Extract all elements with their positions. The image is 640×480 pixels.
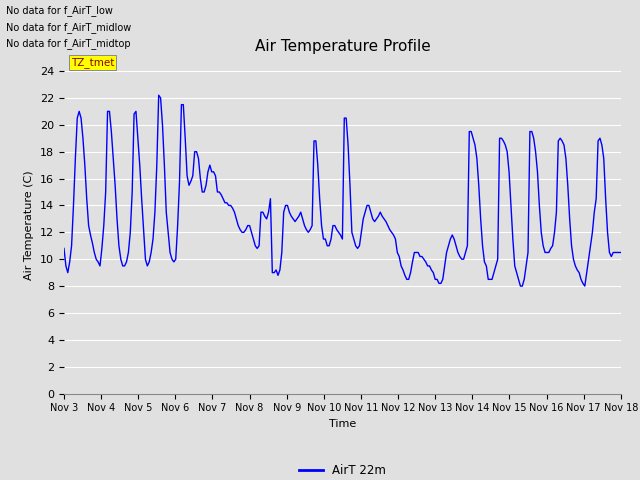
Title: Air Temperature Profile: Air Temperature Profile [255, 39, 430, 54]
Text: TZ_tmet: TZ_tmet [70, 58, 114, 68]
X-axis label: Time: Time [329, 419, 356, 429]
Text: No data for f_AirT_midlow: No data for f_AirT_midlow [6, 22, 132, 33]
Y-axis label: Air Temperature (C): Air Temperature (C) [24, 171, 35, 280]
Legend: AirT 22m: AirT 22m [294, 459, 390, 480]
Text: No data for f_AirT_midtop: No data for f_AirT_midtop [6, 38, 131, 49]
Text: No data for f_AirT_low: No data for f_AirT_low [6, 5, 113, 16]
